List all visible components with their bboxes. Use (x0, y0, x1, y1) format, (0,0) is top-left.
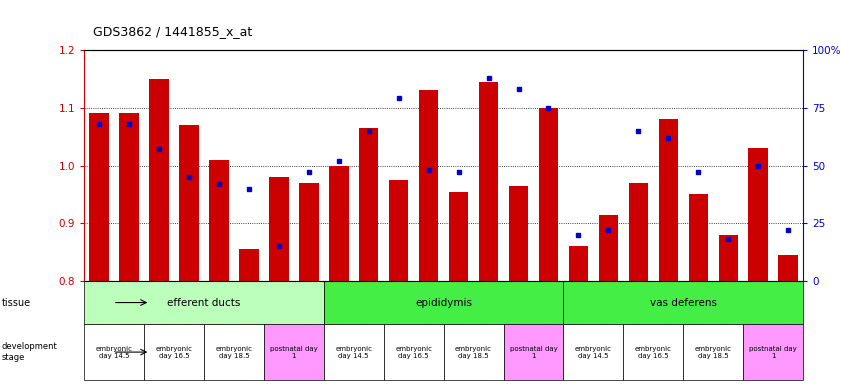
Text: postnatal day
1: postnatal day 1 (510, 346, 558, 359)
Bar (389, 180, 409, 281)
Bar (299, 183, 319, 281)
Bar (628, 183, 648, 281)
Bar (689, 194, 708, 281)
Bar (563, 281, 803, 324)
Bar (204, 324, 264, 380)
Bar (563, 324, 623, 380)
Text: embryonic
day 18.5: embryonic day 18.5 (695, 346, 732, 359)
Text: embryonic
day 16.5: embryonic day 16.5 (635, 346, 672, 359)
Bar (324, 324, 383, 380)
Text: embryonic
day 14.5: embryonic day 14.5 (336, 346, 373, 359)
Bar (779, 255, 798, 281)
Text: tissue: tissue (2, 298, 31, 308)
Bar (743, 324, 803, 380)
Bar (748, 148, 768, 281)
Bar (449, 192, 468, 281)
Bar (209, 160, 229, 281)
Bar (419, 90, 438, 281)
Text: embryonic
day 18.5: embryonic day 18.5 (215, 346, 252, 359)
Bar (89, 114, 108, 281)
Text: embryonic
day 16.5: embryonic day 16.5 (395, 346, 432, 359)
Bar (623, 324, 683, 380)
Bar (569, 247, 588, 281)
Bar (239, 249, 259, 281)
Bar (144, 324, 204, 380)
Text: efferent ducts: efferent ducts (167, 298, 241, 308)
Bar (479, 82, 499, 281)
Text: embryonic
day 16.5: embryonic day 16.5 (156, 346, 193, 359)
Text: postnatal day
1: postnatal day 1 (270, 346, 318, 359)
Text: embryonic
day 14.5: embryonic day 14.5 (575, 346, 612, 359)
Bar (269, 177, 288, 281)
Text: epididymis: epididymis (415, 298, 472, 308)
Bar (179, 125, 198, 281)
Bar (509, 186, 528, 281)
Bar (683, 324, 743, 380)
Bar (718, 235, 738, 281)
Bar (599, 215, 618, 281)
Text: postnatal day
1: postnatal day 1 (749, 346, 797, 359)
Bar (359, 128, 378, 281)
Bar (324, 281, 563, 324)
Bar (264, 324, 324, 380)
Bar (149, 79, 169, 281)
Bar (329, 166, 348, 281)
Bar (504, 324, 563, 380)
Text: development
stage: development stage (2, 343, 57, 362)
Text: embryonic
day 18.5: embryonic day 18.5 (455, 346, 492, 359)
Bar (84, 281, 324, 324)
Bar (444, 324, 504, 380)
Bar (383, 324, 444, 380)
Text: GDS3862 / 1441855_x_at: GDS3862 / 1441855_x_at (93, 25, 251, 38)
Bar (119, 114, 139, 281)
Bar (659, 119, 678, 281)
Text: embryonic
day 14.5: embryonic day 14.5 (96, 346, 133, 359)
Bar (84, 324, 144, 380)
Bar (539, 108, 558, 281)
Text: vas deferens: vas deferens (650, 298, 717, 308)
